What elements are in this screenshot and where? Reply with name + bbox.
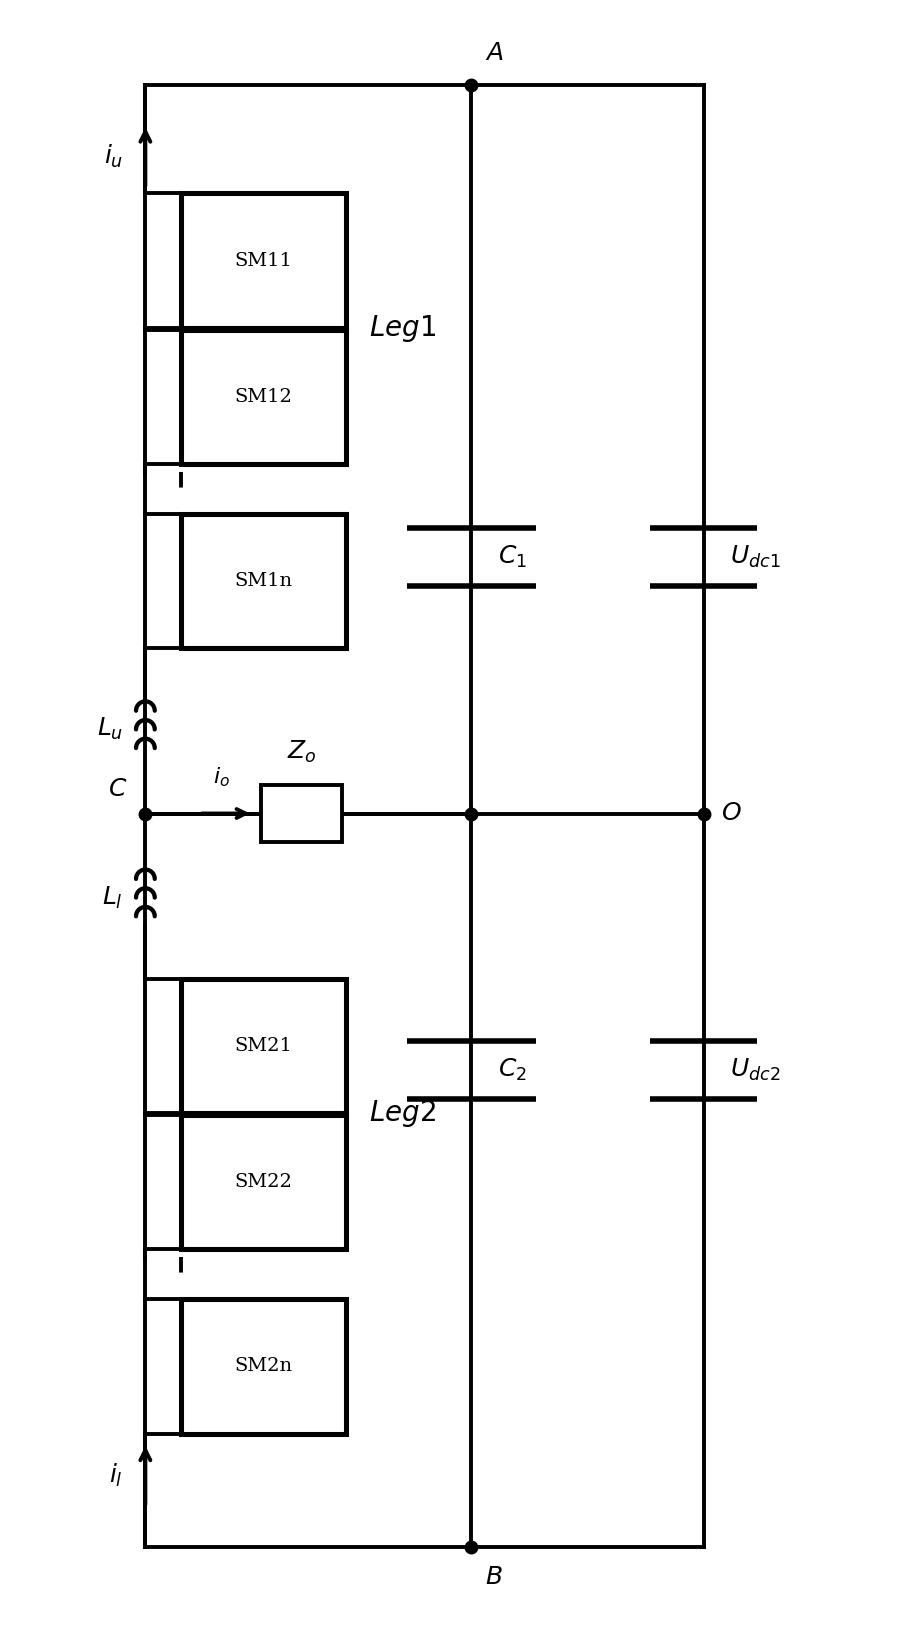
Bar <box>181 1114 346 1250</box>
Text: $B$: $B$ <box>484 1567 502 1590</box>
Text: $L_u$: $L_u$ <box>97 716 123 742</box>
Text: SM21: SM21 <box>235 1036 293 1054</box>
Text: $i_l$: $i_l$ <box>110 1461 123 1489</box>
Text: SM11: SM11 <box>235 252 293 270</box>
Text: $U_{dc2}$: $U_{dc2}$ <box>730 1056 781 1084</box>
Text: $i_o$: $i_o$ <box>213 766 229 789</box>
Text: $i_u$: $i_u$ <box>103 143 123 171</box>
Bar <box>181 194 346 329</box>
Text: $Leg1$: $Leg1$ <box>368 314 435 345</box>
Text: SM2n: SM2n <box>235 1357 293 1375</box>
Text: $A$: $A$ <box>484 42 503 65</box>
Text: SM1n: SM1n <box>235 573 293 591</box>
Text: $Z_o$: $Z_o$ <box>287 739 317 765</box>
Text: SM22: SM22 <box>235 1173 293 1191</box>
Bar <box>181 330 346 464</box>
Text: $C$: $C$ <box>108 778 128 800</box>
Text: $U_{dc1}$: $U_{dc1}$ <box>730 543 781 571</box>
Text: $L_l$: $L_l$ <box>102 885 123 911</box>
Bar <box>181 514 346 649</box>
Text: SM12: SM12 <box>235 387 293 407</box>
Text: $C_2$: $C_2$ <box>498 1056 527 1084</box>
Bar <box>261 784 342 843</box>
Bar <box>181 978 346 1113</box>
Bar <box>181 1298 346 1433</box>
Text: $O$: $O$ <box>721 802 742 825</box>
Text: $Leg2$: $Leg2$ <box>368 1098 435 1129</box>
Text: $C_1$: $C_1$ <box>498 543 527 571</box>
